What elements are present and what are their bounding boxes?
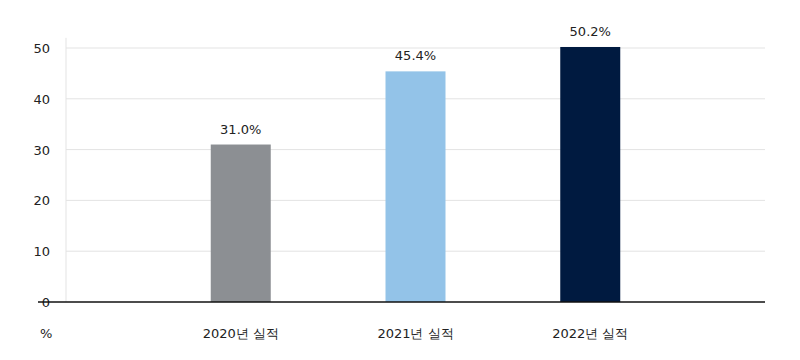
bar (211, 145, 271, 302)
y-axis-label: % (40, 326, 52, 341)
bar (386, 71, 446, 302)
data-label: 50.2% (570, 24, 611, 39)
tick-label: 40 (33, 92, 50, 107)
chart: 0102030405031.0%2020년 실적45.4%2021년 실적50.… (0, 0, 800, 360)
tick-label: 10 (33, 244, 50, 259)
category-label: 2021년 실적 (377, 326, 453, 341)
tick-label: 20 (33, 193, 50, 208)
baseline (38, 301, 765, 303)
bars (211, 47, 621, 302)
y-axis-line (66, 38, 67, 302)
category-label: 2022년 실적 (552, 326, 628, 341)
tick-label: 50 (33, 41, 50, 56)
bar (560, 47, 620, 302)
data-label: 31.0% (220, 122, 261, 137)
category-label: 2020년 실적 (203, 326, 279, 341)
data-label: 45.4% (395, 48, 436, 63)
tick-label: 30 (33, 143, 50, 158)
